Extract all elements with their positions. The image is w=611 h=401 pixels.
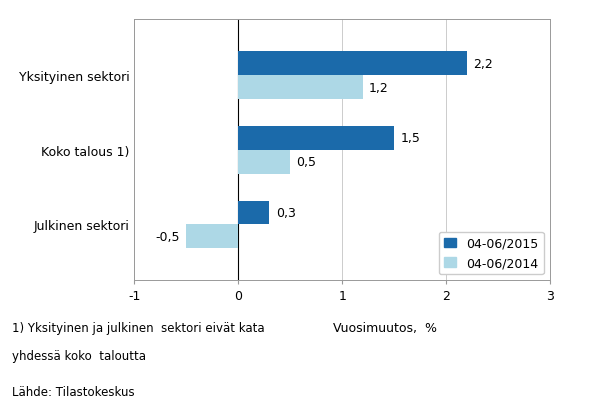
Text: 2,2: 2,2 [473,57,493,71]
Text: 0,5: 0,5 [296,156,316,169]
Legend: 04-06/2015, 04-06/2014: 04-06/2015, 04-06/2014 [439,232,544,274]
Text: 1,2: 1,2 [369,81,389,94]
Text: 1,5: 1,5 [400,132,420,145]
Text: -0,5: -0,5 [156,230,180,243]
Text: 1) Yksityinen ja julkinen  sektori eivät kata: 1) Yksityinen ja julkinen sektori eivät … [12,321,265,334]
Bar [238,52,467,76]
Bar [238,76,363,100]
Bar [238,150,290,174]
Text: Vuosimuutos,  %: Vuosimuutos, % [333,321,437,334]
Bar [238,201,269,225]
Bar [186,225,238,249]
Text: 0,3: 0,3 [276,207,296,219]
Text: Lähde: Tilastokeskus: Lähde: Tilastokeskus [12,385,135,398]
Bar [238,127,394,150]
Text: yhdessä koko  taloutta: yhdessä koko taloutta [12,349,146,362]
